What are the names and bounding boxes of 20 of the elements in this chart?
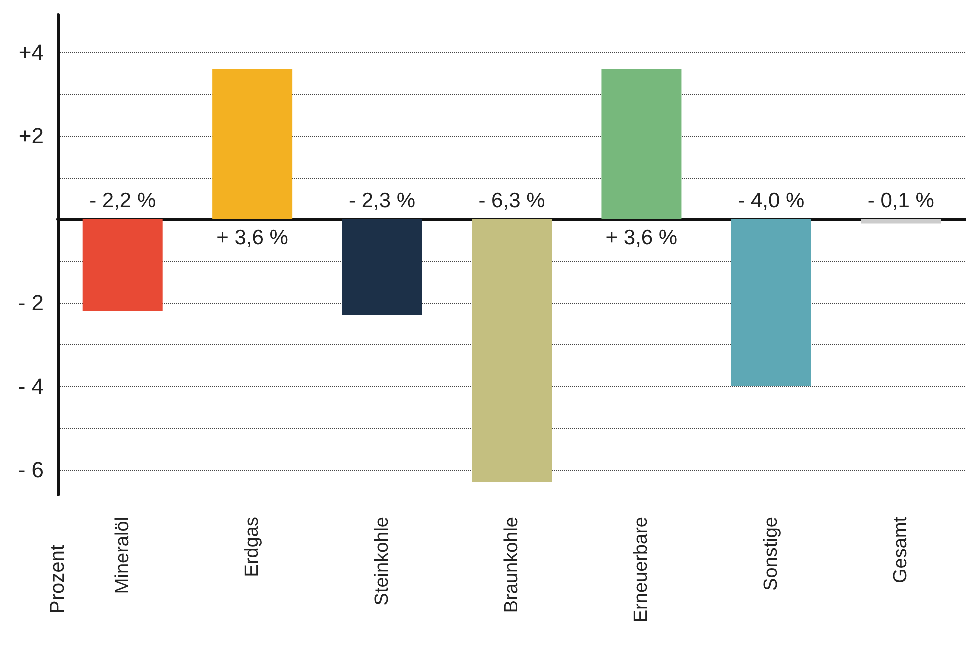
y-tick-label: +4 [18,40,44,66]
y-axis-title: Prozent [47,544,69,614]
data-label: - 2,3 % [349,190,416,213]
x-tick-label: Gesamt [890,516,912,584]
x-tick-label: Braunkohle [502,517,522,614]
data-label: - 0,1 % [868,190,934,213]
x-tick-label: Erdgas [242,517,264,578]
data-label: + 3,6 % [606,226,678,250]
y-tick-label: - 4 [18,374,44,399]
x-tick-label: Steinkohle [372,517,393,606]
y-tick-label: +2 [18,124,44,149]
y-tick-label: - 6 [18,457,44,482]
data-label: - 6,3 % [478,190,546,213]
data-label: - 4,0 % [738,190,805,213]
x-tick-label: Erneuerbare [631,517,652,623]
data-label: - 2,2 % [90,190,156,213]
y-tick-label: - 2 [18,290,44,316]
x-tick-label: Sonstige [760,517,782,591]
x-tick-label: Mineralöl [112,517,134,594]
data-label: + 3,6 % [216,226,288,250]
